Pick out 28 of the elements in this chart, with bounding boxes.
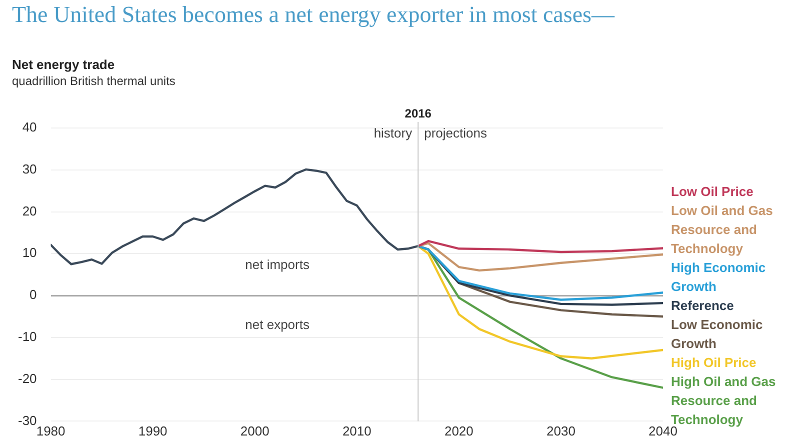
y-tick-label: -10	[18, 329, 37, 344]
y-tick-label: 20	[22, 203, 37, 218]
y-tick-label: 30	[22, 161, 37, 176]
x-tick-label: 2000	[240, 424, 270, 439]
series-label: Reference	[671, 298, 734, 314]
y-tick-label: -20	[18, 370, 37, 386]
chart-subtitle: quadrillion British thermal units	[12, 74, 176, 88]
annotation: net exports	[245, 317, 310, 332]
series-label: High Economic Growth	[671, 260, 766, 294]
x-tick-label: 1990	[138, 424, 168, 439]
x-tick-label: 2030	[546, 424, 576, 439]
annotation: projections	[424, 126, 488, 141]
y-tick-label: 0	[30, 287, 37, 302]
x-tick-label: 2020	[444, 424, 474, 439]
chart-title: The United States becomes a net energy exporter in most cases—	[12, 2, 615, 28]
text: Low Oil Price	[671, 184, 754, 200]
y-tick-label: 10	[22, 245, 37, 260]
ref-line-label: 2016	[404, 106, 432, 120]
annotation: history	[374, 126, 413, 141]
y-tick-label: 40	[22, 120, 37, 135]
y-tick-label: -30	[18, 412, 37, 428]
annotation: net imports	[245, 257, 310, 272]
x-tick-label: 2010	[342, 424, 372, 439]
series-label: Low Economic Growth	[671, 317, 763, 352]
series-label: Low Oil and Gas Resource and Technology	[671, 203, 773, 256]
series-label: High Oil Price	[671, 355, 756, 370]
x-tick-label: 1980	[36, 424, 66, 439]
y-axis-title: Net energy trade	[12, 57, 115, 72]
